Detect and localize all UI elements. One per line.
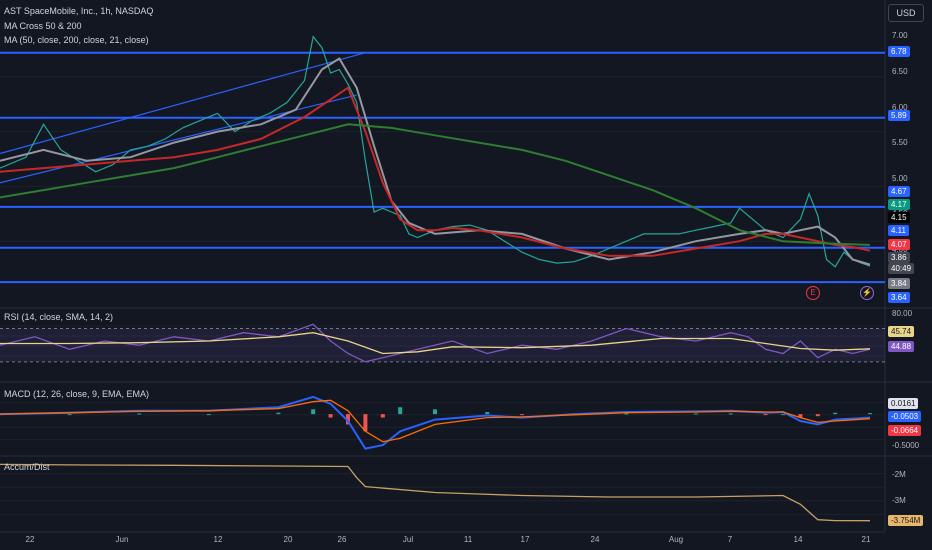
rsi-legend[interactable]: RSI (14, close, SMA, 14, 2)	[4, 312, 114, 322]
time-axis-tick: 14	[793, 535, 803, 544]
price-badge: 3.84	[888, 278, 910, 289]
price-badge: 4.15	[888, 212, 910, 223]
accum-axis-tick: -2M	[892, 470, 906, 479]
price-badge: 3.86	[888, 252, 910, 263]
currency-button[interactable]: USD	[888, 4, 924, 22]
macd-legend[interactable]: MACD (12, 26, close, 9, EMA, EMA)	[4, 389, 150, 399]
price-badge: 4.67	[888, 186, 910, 197]
accum-dist-legend[interactable]: Accum/Dist	[4, 462, 50, 472]
dividend-event-icon[interactable]: ⚡	[860, 286, 874, 300]
macd-histogram-bar	[728, 413, 733, 415]
earnings-event-icon[interactable]: E	[806, 286, 820, 300]
time-axis-tick: 26	[337, 535, 347, 544]
series-ma-long	[0, 123, 871, 246]
series-signal	[0, 399, 871, 443]
macd-histogram-bar	[380, 414, 385, 418]
macd-histogram-bar	[485, 412, 490, 415]
price-badge: 5.89	[888, 110, 910, 121]
time-axis-tick: Jun	[115, 535, 129, 544]
series-rsi-ma	[0, 332, 871, 355]
accum-axis-tick: -3M	[892, 496, 906, 505]
series-accum-dist	[0, 463, 871, 522]
macd-histogram-bar	[328, 414, 333, 418]
time-axis-tick: 20	[283, 535, 293, 544]
rsi-badge: 45.74	[888, 326, 915, 337]
price-axis-tick: 6.50	[892, 67, 908, 76]
macd-histogram-bar	[624, 413, 629, 415]
time-axis-tick: 21	[861, 535, 871, 544]
time-axis-tick: 11	[463, 535, 473, 544]
macd-histogram-bar	[137, 413, 142, 415]
macd-histogram-bar	[398, 407, 403, 415]
macd-histogram-bar	[363, 414, 368, 432]
price-axis-tick: 7.00	[892, 31, 908, 40]
macd-signal-badge: -0.0664	[888, 425, 922, 436]
macd-histogram-bar	[868, 413, 872, 415]
rsi-ma-badge: 44.88	[888, 341, 915, 352]
macd-histogram-bar	[311, 409, 316, 415]
price-axis-tick: 6.00	[892, 103, 908, 112]
series-ma-mid	[0, 86, 871, 257]
macd-axis-tick: -0.5000	[892, 441, 920, 450]
macd-histogram-bar	[276, 412, 281, 415]
macd-histogram-bar	[763, 414, 768, 416]
price-badge: 4.11	[888, 225, 909, 236]
macd-badge: -0.0503	[888, 411, 922, 422]
macd-hist-badge: 0.0161	[888, 398, 919, 409]
price-badge: 4.17	[888, 199, 910, 210]
time-axis-tick: Jul	[402, 535, 414, 544]
time-axis-tick: 7	[727, 535, 733, 544]
accum-badge: -3.754M	[888, 515, 924, 526]
price-axis-tick: 5.00	[892, 174, 908, 183]
macd-histogram-bar	[67, 414, 72, 416]
macd-histogram-bar	[346, 414, 350, 425]
time-axis-tick: 22	[25, 535, 35, 544]
macd-histogram-bar	[520, 414, 524, 416]
channel-line	[0, 94, 357, 184]
rsi-band	[0, 328, 885, 362]
macd-histogram-bar	[694, 413, 698, 415]
macd-histogram-bar	[781, 414, 785, 416]
series-close	[0, 35, 871, 268]
price-badge: 6.78	[888, 46, 910, 57]
symbol-legend[interactable]: AST SpaceMobile, Inc., 1h, NASDAQ	[4, 6, 154, 16]
rsi-axis-tick: 80.00	[892, 309, 913, 318]
channel-line	[0, 52, 366, 155]
time-axis-tick: 12	[213, 535, 223, 544]
price-badge: 40:49	[888, 263, 915, 274]
macd-histogram-bar	[798, 414, 803, 418]
time-axis-tick: Aug	[668, 535, 684, 544]
ma-legend[interactable]: MA (50, close, 200, close, 21, close)	[4, 35, 149, 45]
macd-histogram-bar	[206, 414, 211, 416]
price-axis-tick: 5.50	[892, 138, 908, 147]
price-badge: 3.64	[888, 292, 910, 303]
ma-cross-legend[interactable]: MA Cross 50 & 200	[4, 21, 82, 31]
series-ma-short	[0, 57, 871, 266]
macd-histogram-bar	[433, 409, 437, 415]
macd-histogram-bar	[833, 412, 838, 415]
time-axis-tick: 17	[520, 535, 530, 544]
series-macd	[0, 395, 871, 450]
macd-histogram-bar	[815, 414, 820, 417]
time-axis-tick: 24	[590, 535, 600, 544]
price-badge: 4.07	[888, 239, 910, 250]
